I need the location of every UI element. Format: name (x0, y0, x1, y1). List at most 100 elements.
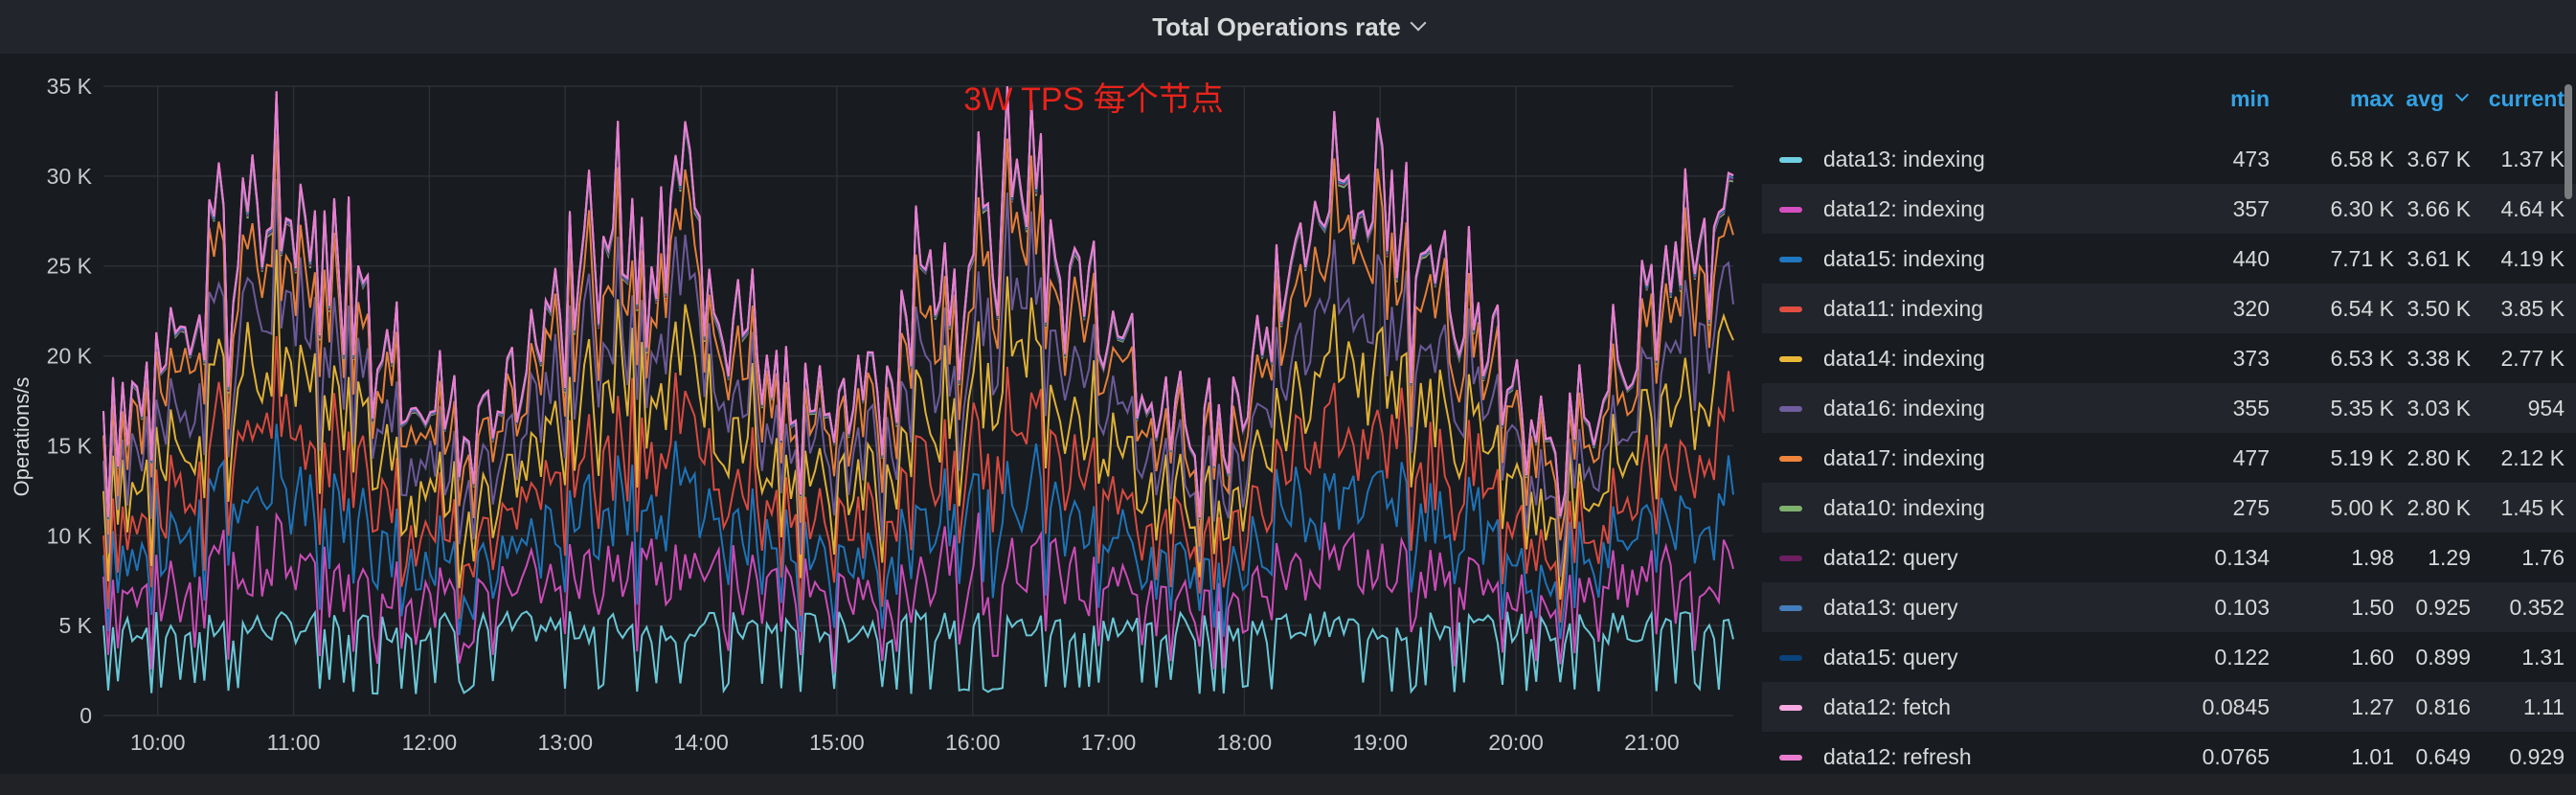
legend-swatch[interactable] (1779, 207, 1802, 213)
legend-row[interactable]: data12: fetch 0.0845 1.27 0.816 1.11 (1762, 682, 2576, 732)
x-tick-label: 15:00 (809, 730, 865, 755)
legend-row[interactable]: data13: indexing 473 6.58 K 3.67 K 1.37 K (1762, 134, 2576, 184)
legend-header-avg[interactable]: avg (2317, 86, 2471, 112)
x-tick-label: 10:00 (130, 730, 186, 755)
legend-row[interactable]: data14: indexing 373 6.53 K 3.38 K 2.77 K (1762, 333, 2576, 383)
legend-header-min[interactable]: min (2230, 86, 2270, 111)
legend-row[interactable]: data12: query 0.134 1.98 1.29 1.76 (1762, 533, 2576, 582)
panel-header[interactable]: Total Operations rate (0, 0, 2576, 54)
x-tick-label: 19:00 (1352, 730, 1408, 755)
legend-series-name[interactable]: data12: refresh (1823, 744, 1972, 769)
legend-swatch[interactable] (1779, 307, 1802, 312)
legend-avg-value: 3.67 K (2407, 147, 2472, 171)
x-tick-label: 18:00 (1217, 730, 1273, 755)
legend-max-value: 1.27 (2351, 694, 2394, 719)
x-tick-label: 20:00 (1488, 730, 1544, 755)
legend-swatch[interactable] (1779, 506, 1802, 511)
legend-table: min max avg current data13: indexing 473 6… (1762, 67, 2576, 782)
legend-min-value: 355 (2232, 396, 2270, 420)
legend-swatch[interactable] (1779, 257, 1802, 262)
legend-current-value: 1.45 K (2500, 495, 2565, 520)
legend-series-name[interactable]: data17: indexing (1823, 445, 1985, 470)
legend-series-name[interactable]: data12: query (1823, 545, 1958, 570)
y-axis: 0 5 K 10 K 15 K 20 K 25 K 30 K 35 K (47, 74, 93, 728)
y-tick-label: 20 K (47, 344, 93, 369)
legend-series-name[interactable]: data10: indexing (1823, 495, 1985, 520)
time-series-chart[interactable]: 05 K10 K15 K20 K25 K30 K35 K 10:00 11:00 1… (0, 54, 1752, 774)
x-tick-label: 11:00 (267, 730, 321, 755)
legend-swatch[interactable] (1779, 655, 1802, 661)
x-tick-label: 13:00 (537, 730, 593, 755)
legend-current-value: 1.37 K (2500, 147, 2565, 171)
chart-series (102, 85, 1734, 695)
panel-title[interactable]: Total Operations rate (1152, 11, 1401, 41)
y-tick-label: 25 K (47, 254, 93, 279)
legend-swatch[interactable] (1779, 605, 1802, 611)
legend-avg-value: 3.03 K (2407, 396, 2472, 420)
legend-max-value: 1.98 (2351, 545, 2394, 570)
legend-avg-value: 0.816 (2415, 694, 2471, 719)
legend-swatch[interactable] (1779, 356, 1802, 362)
legend-min-value: 477 (2232, 445, 2270, 470)
legend-row[interactable]: data17: indexing 477 5.19 K 2.80 K 2.12 K (1762, 433, 2576, 483)
legend-series-name[interactable]: data11: indexing (1823, 296, 1984, 321)
legend-series-name[interactable]: data15: query (1823, 645, 1958, 670)
legend-current-value: 4.64 K (2500, 196, 2565, 221)
legend-row[interactable]: data16: indexing 355 5.35 K 3.03 K 954 (1762, 383, 2576, 433)
legend-current-value: 954 (2527, 396, 2565, 420)
legend-min-value: 373 (2232, 346, 2270, 371)
legend-swatch[interactable] (1779, 556, 1802, 561)
legend-swatch[interactable] (1779, 705, 1802, 711)
legend-header-current[interactable]: current (2488, 86, 2565, 111)
legend-avg-value: 2.80 K (2407, 445, 2472, 470)
x-tick-label: 14:00 (673, 730, 729, 755)
series-line (102, 336, 1734, 624)
legend-series-name[interactable]: data16: indexing (1823, 396, 1985, 420)
legend-row[interactable]: data10: indexing 275 5.00 K 2.80 K 1.45 K (1762, 483, 2576, 533)
legend-min-value: 0.0845 (2202, 694, 2270, 719)
legend-series-name[interactable]: data12: fetch (1823, 694, 1951, 719)
legend-max-value: 6.30 K (2330, 196, 2395, 221)
legend-avg-value: 0.925 (2415, 595, 2471, 620)
legend-current-value: 0.352 (2509, 595, 2565, 620)
x-axis: 10:00 11:00 12:00 13:00 14:00 15:00 16:00 17:00… (130, 730, 1680, 755)
legend-series-name[interactable]: data13: query (1823, 595, 1958, 620)
legend-avg-value: 3.38 K (2407, 346, 2472, 371)
legend-current-value: 1.31 (2521, 645, 2565, 670)
legend-series-name[interactable]: data15: indexing (1823, 246, 1985, 271)
bottom-bar (0, 774, 2576, 795)
x-tick-label: 12:00 (402, 730, 458, 755)
legend-swatch[interactable] (1779, 157, 1802, 163)
y-tick-label: 15 K (47, 433, 93, 458)
x-tick-label: 16:00 (945, 730, 1001, 755)
legend-row[interactable]: data13: query 0.103 1.50 0.925 0.352 (1762, 582, 2576, 632)
legend-current-value: 2.77 K (2500, 346, 2565, 371)
legend-avg-value: 2.80 K (2407, 495, 2472, 520)
legend-scrollbar[interactable] (2565, 84, 2572, 199)
legend-max-value: 6.53 K (2330, 346, 2395, 371)
legend-series-name[interactable]: data12: indexing (1823, 196, 1985, 221)
legend-row[interactable]: data12: refresh 0.0765 1.01 0.649 0.929 (1762, 732, 2576, 782)
legend-row[interactable]: data15: query 0.122 1.60 0.899 1.31 (1762, 632, 2576, 682)
legend-swatch[interactable] (1779, 456, 1802, 462)
legend-swatch[interactable] (1779, 755, 1802, 761)
series-line (102, 423, 1734, 640)
chevron-down-icon[interactable] (1410, 14, 1427, 32)
legend-swatch[interactable] (1779, 406, 1802, 412)
legend-series-name[interactable]: data14: indexing (1823, 346, 1985, 371)
legend-avg-value: 0.649 (2415, 744, 2471, 769)
legend-series-name[interactable]: data13: indexing (1823, 147, 1985, 171)
legend-row[interactable]: data15: indexing 440 7.71 K 3.61 K 4.19 K (1762, 234, 2576, 284)
legend-row[interactable]: data11: indexing 320 6.54 K 3.50 K 3.85 K (1762, 284, 2576, 333)
legend-min-value: 275 (2232, 495, 2270, 520)
legend-header-max[interactable]: max (2349, 86, 2394, 111)
x-tick-label: 21:00 (1624, 730, 1680, 755)
legend-header: min max avg current (1762, 67, 2576, 134)
legend-min-value: 0.103 (2214, 595, 2270, 620)
legend-max-value: 6.54 K (2330, 296, 2395, 321)
legend-row[interactable]: data12: indexing 357 6.30 K 3.66 K 4.64 K (1762, 184, 2576, 234)
legend-max-value: 5.19 K (2330, 445, 2395, 470)
legend-min-value: 0.0765 (2202, 744, 2270, 769)
legend-current-value: 3.85 K (2500, 296, 2565, 321)
